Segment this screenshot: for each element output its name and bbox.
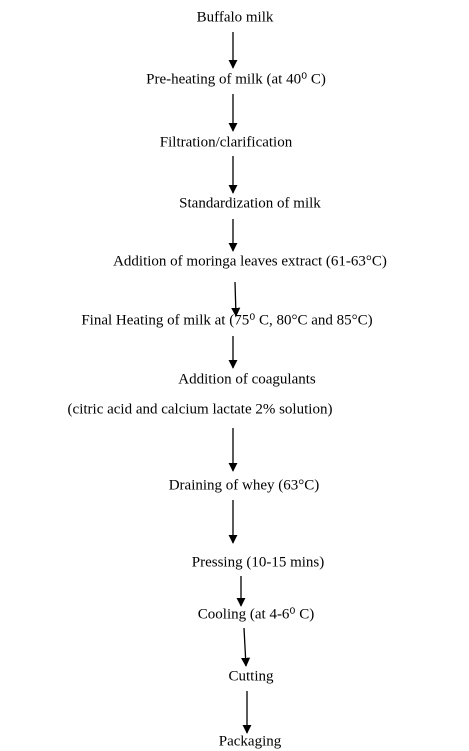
- step-label: Packaging: [219, 733, 282, 749]
- step-label: Buffalo milk: [197, 9, 274, 25]
- step-label: Pressing (10-15 mins): [192, 554, 325, 570]
- step-label: Addition of coagulants: [178, 371, 316, 387]
- step-label: Standardization of milk: [179, 195, 321, 211]
- arrow: [231, 281, 241, 317]
- step-label: Cutting: [228, 668, 274, 684]
- step-label: Pre-heating of milk (at 40⁰ C): [146, 71, 326, 87]
- step-label: Filtration/clarification: [160, 134, 293, 150]
- arrow: [241, 627, 251, 667]
- step-label: Final Heating of milk at (75⁰ C, 80°C an…: [81, 312, 372, 328]
- step-detail: (citric acid and calcium lactate 2% solu…: [68, 401, 333, 417]
- step-label: Draining of whey (63°C): [169, 477, 320, 493]
- step-label: Addition of moringa leaves extract (61-6…: [113, 253, 387, 269]
- step-label: Cooling (at 4-6⁰ C): [198, 606, 314, 622]
- arrows: [228, 32, 252, 734]
